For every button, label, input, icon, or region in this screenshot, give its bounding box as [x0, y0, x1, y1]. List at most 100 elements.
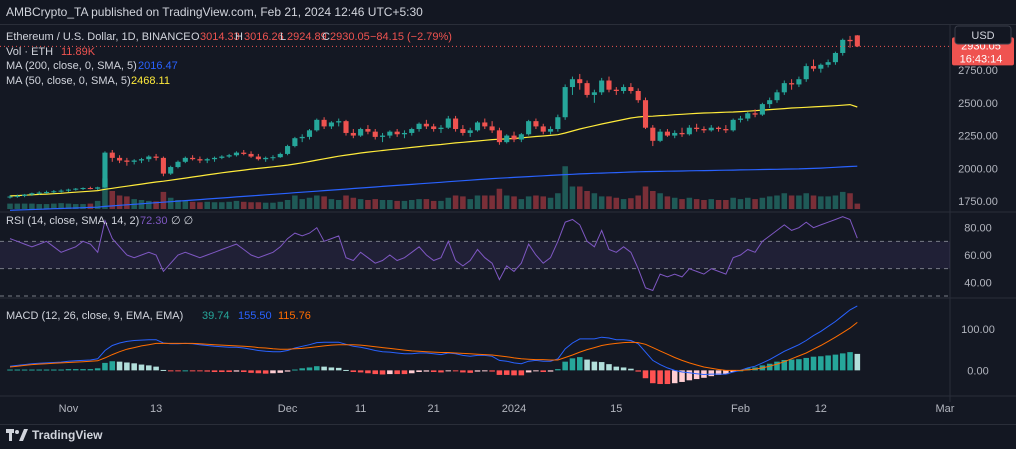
macd-histogram-bar: [124, 362, 130, 371]
volume-bar: [7, 203, 13, 209]
volume-bar: [262, 202, 269, 209]
macd-histogram-bar: [36, 369, 42, 371]
macd-histogram-bar: [109, 361, 116, 371]
volume-bar: [452, 195, 459, 209]
candle-body: [737, 118, 744, 120]
volume-bar: [664, 196, 671, 209]
macd-histogram-bar: [146, 365, 152, 371]
macd-histogram-bar: [379, 370, 386, 375]
candle-body: [160, 157, 166, 174]
macd-histogram-bar: [657, 370, 663, 385]
volume-bar: [240, 201, 247, 209]
macd-histogram-bar: [766, 363, 773, 371]
volume-bar: [335, 200, 342, 209]
volume-bar: [197, 202, 203, 209]
volume-bar: [467, 199, 473, 209]
macd-signal-line: [9, 322, 858, 371]
candle-body: [372, 131, 378, 137]
candle-body: [358, 129, 364, 136]
macd-histogram-bar: [116, 361, 123, 371]
ma200-legend-value: 2016.47: [138, 60, 178, 72]
volume-bar: [503, 195, 510, 209]
candle-body: [562, 87, 568, 118]
volume-bar: [430, 200, 437, 209]
candle-body: [387, 131, 393, 136]
candle-body: [431, 126, 437, 130]
macd-histogram-bar: [423, 370, 430, 372]
macd-histogram-bar: [613, 366, 620, 371]
macd-histogram-bar: [80, 369, 86, 371]
volume-bar: [51, 203, 57, 209]
candle-body: [577, 79, 583, 84]
volume-bar: [569, 186, 576, 209]
macd-histogram-bar: [29, 369, 35, 371]
macd-histogram-bar: [496, 370, 503, 375]
volume-bar: [109, 191, 116, 209]
candle-body: [270, 157, 276, 159]
volume-bar: [854, 203, 861, 209]
rsi-pane[interactable]: 80.00 60.00 40.00: [0, 216, 992, 297]
candle-body: [460, 129, 466, 133]
volume-bar: [723, 200, 729, 209]
ma200-line: [9, 165, 858, 211]
volume-bar: [701, 200, 707, 209]
chart-area[interactable]: 2750.00 2500.00 2250.00 2000.00 1750.00 2930.…: [0, 24, 1016, 424]
candle-body: [642, 100, 649, 128]
volume-bar: [635, 195, 641, 209]
volume-bar: [847, 193, 853, 209]
volume-bar: [36, 204, 42, 209]
macd-histogram-bar: [460, 370, 466, 373]
volume-bar: [299, 199, 305, 209]
volume-bar: [182, 200, 189, 209]
volume-bar: [58, 203, 64, 209]
macd-histogram-bar: [744, 368, 751, 371]
macd-histogram-bar: [197, 370, 203, 372]
macd-histogram-bar: [620, 367, 627, 371]
macd-axis-tick: 0.00: [967, 365, 988, 377]
time-axis[interactable]: Nov 13 Dec 11 21 2024 15 Feb 12 Mar: [0, 395, 1016, 415]
macd-histogram-bar: [540, 370, 547, 373]
macd-legend-signal: 115.76: [278, 310, 311, 322]
macd-histogram-bar: [774, 361, 780, 371]
volume-bar: [94, 200, 101, 209]
macd-histogram-bar: [160, 369, 167, 371]
tradingview-logo[interactable]: TradingView: [6, 428, 102, 442]
candle-body: [233, 152, 240, 156]
macd-histogram-bar: [664, 370, 671, 385]
macd-histogram-bar: [401, 370, 408, 375]
macd-histogram-bar: [255, 370, 262, 374]
publisher-bar: AMBCrypto_TA published on TradingView.co…: [0, 0, 1016, 25]
price-axis-tick: 2750.00: [958, 65, 998, 77]
macd-histogram-bar: [555, 369, 561, 371]
price-pane[interactable]: 2750.00 2500.00 2250.00 2000.00 1750.00 2930.…: [0, 24, 1016, 402]
currency-button[interactable]: [954, 25, 1012, 45]
macd-histogram-bar: [182, 370, 189, 372]
candle-body: [657, 131, 663, 141]
macd-histogram-bar: [277, 370, 284, 373]
candle-body: [810, 66, 817, 69]
open-value: 3014.33: [200, 31, 240, 43]
candle-body: [467, 130, 473, 133]
volume-bar: [489, 195, 495, 209]
volume-bar: [248, 202, 254, 209]
countdown-value: 16:43:14: [960, 53, 1003, 65]
macd-pane[interactable]: 100.00 0.00: [7, 305, 995, 385]
macd-histogram-bar: [51, 369, 57, 371]
candle-body: [767, 100, 773, 105]
time-axis-tick: Feb: [731, 403, 750, 415]
volume-bar: [350, 197, 357, 209]
candle-body: [613, 89, 619, 91]
candle-body: [723, 129, 729, 131]
volume-bar: [686, 197, 693, 209]
macd-histogram-bar: [781, 360, 788, 371]
candle-body: [445, 118, 451, 128]
macd-histogram-bar: [292, 369, 298, 371]
macd-histogram-bar: [365, 370, 371, 374]
volume-bar: [766, 196, 773, 209]
macd-histogram-bar: [248, 370, 254, 373]
candle-body: [730, 119, 736, 131]
volume-bar: [576, 186, 583, 209]
volume-bar: [167, 197, 174, 209]
symbol-title: Ethereum / U.S. Dollar, 1D, BINANCE: [6, 31, 191, 43]
close-label: C: [322, 31, 330, 43]
